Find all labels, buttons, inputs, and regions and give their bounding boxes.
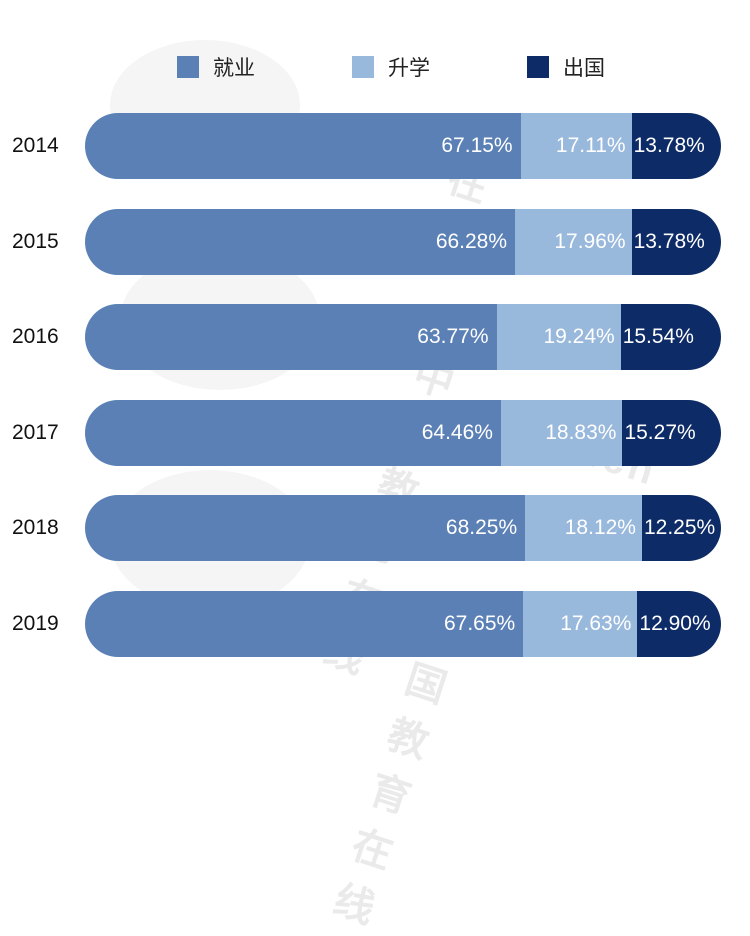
year-label: 2015 <box>12 230 59 253</box>
value-label: 19.24% <box>543 325 615 348</box>
segment-employment: 67.65% <box>85 591 524 657</box>
stacked-bar: 68.25% 18.12% 12.25% <box>85 495 721 561</box>
legend-swatch-employment <box>177 56 199 78</box>
legend-item-further-study: 升学 <box>352 52 430 82</box>
value-label: 66.28% <box>435 230 508 253</box>
legend-item-abroad: 出国 <box>527 52 605 82</box>
value-label: 13.78% <box>633 134 705 157</box>
legend-label: 就业 <box>213 56 255 80</box>
segment-abroad: 13.78% <box>631 113 721 179</box>
bar-row: 2017 64.46% 18.83% 15.27% <box>0 400 750 466</box>
segment-employment: 66.28% <box>85 209 516 275</box>
value-label: 12.25% <box>643 516 716 539</box>
value-label: 17.11% <box>555 134 626 157</box>
segment-further-study: 17.96% <box>515 209 632 275</box>
segment-further-study: 17.11% <box>520 113 632 179</box>
stacked-bar: 67.15% 17.11% 13.78% <box>85 113 721 179</box>
segment-further-study: 18.83% <box>500 400 623 466</box>
segment-employment: 68.25% <box>85 495 526 561</box>
stacked-bar: 66.28% 17.96% 13.78% <box>85 209 721 275</box>
value-label: 18.12% <box>564 516 636 539</box>
segment-employment: 67.15% <box>85 113 521 179</box>
segment-abroad: 12.90% <box>637 591 721 657</box>
segment-abroad: 12.25% <box>641 495 721 561</box>
stacked-bar: 67.65% 17.63% 12.90% <box>85 591 721 657</box>
segment-abroad: 15.27% <box>622 400 721 466</box>
year-label: 2019 <box>12 612 59 635</box>
legend-swatch-further-study <box>352 56 374 78</box>
stacked-bar: 63.77% 19.24% 15.54% <box>85 304 721 370</box>
year-label: 2017 <box>12 421 59 444</box>
segment-employment: 63.77% <box>85 304 497 370</box>
value-label: 67.15% <box>441 134 513 157</box>
value-label: 67.65% <box>443 612 516 635</box>
value-label: 68.25% <box>445 516 518 539</box>
value-label: 13.78% <box>633 230 705 253</box>
year-label: 2014 <box>12 134 59 157</box>
bar-row: 2014 67.15% 17.11% 13.78% <box>0 113 750 179</box>
segment-employment: 64.46% <box>85 400 501 466</box>
value-label: 17.63% <box>560 612 632 635</box>
value-label: 17.96% <box>554 230 626 253</box>
segment-abroad: 15.54% <box>620 304 721 370</box>
stacked-bar: 64.46% 18.83% 15.27% <box>85 400 721 466</box>
legend-label: 升学 <box>388 56 430 80</box>
bar-row: 2019 67.65% 17.63% 12.90% <box>0 591 750 657</box>
segment-further-study: 18.12% <box>525 495 642 561</box>
value-label: 63.77% <box>417 325 489 348</box>
value-label: 64.46% <box>421 421 493 444</box>
legend-label: 出国 <box>563 56 605 80</box>
value-label: 18.83% <box>545 421 617 444</box>
bar-row: 2015 66.28% 17.96% 13.78% <box>0 209 750 275</box>
bar-row: 2018 68.25% 18.12% 12.25% <box>0 495 750 561</box>
year-label: 2016 <box>12 325 59 348</box>
bar-row: 2016 63.77% 19.24% 15.54% <box>0 304 750 370</box>
segment-abroad: 13.78% <box>631 209 721 275</box>
year-label: 2018 <box>12 516 59 539</box>
segment-further-study: 19.24% <box>496 304 621 370</box>
value-label: 12.90% <box>639 612 711 635</box>
legend-swatch-abroad <box>527 56 549 78</box>
value-label: 15.27% <box>624 421 696 444</box>
legend-item-employment: 就业 <box>177 52 255 82</box>
segment-further-study: 17.63% <box>523 591 638 657</box>
legend: 就业 升学 出国 <box>0 52 750 82</box>
value-label: 15.54% <box>622 325 694 348</box>
